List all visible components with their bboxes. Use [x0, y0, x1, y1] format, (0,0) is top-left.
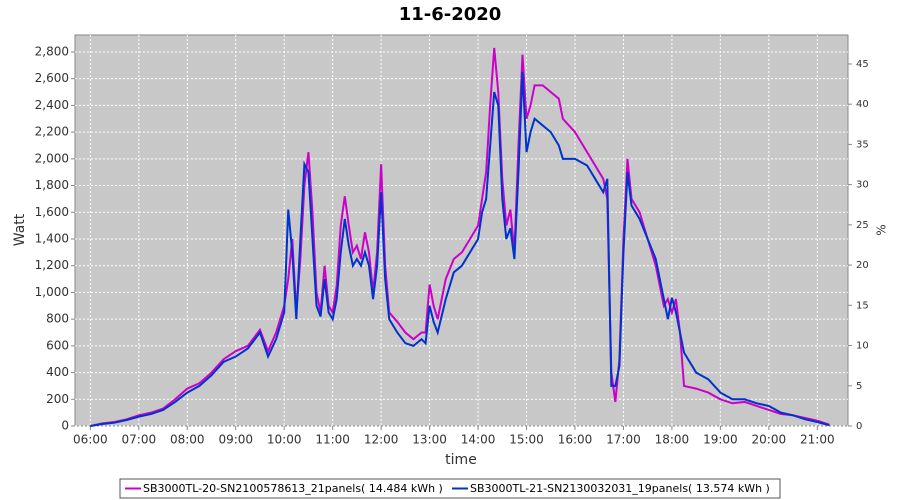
y-axis-label: Watt: [12, 213, 28, 246]
x-axis-label: time: [445, 452, 477, 468]
y-tick-label: 200: [46, 392, 69, 406]
legend-label: SB3000TL-21-SN2130032031_19panels( 13.57…: [470, 482, 770, 495]
x-tick-label: 06:00: [73, 433, 108, 447]
chart-title: 11-6-2020: [399, 4, 502, 25]
y-tick-label: 800: [46, 312, 69, 326]
x-tick-label: 13:00: [412, 433, 447, 447]
x-tick-label: 07:00: [122, 433, 157, 447]
x-tick-label: 16:00: [558, 433, 593, 447]
x-tick-label: 11:00: [315, 433, 350, 447]
y-tick-label: 2,200: [35, 125, 69, 139]
x-tick-label: 14:00: [461, 433, 496, 447]
x-tick-label: 09:00: [218, 433, 253, 447]
y2-tick-label: 45: [856, 59, 869, 70]
y-tick-label: 1,200: [35, 258, 69, 272]
series-line: [90, 47, 830, 427]
y-tick-label: 1,400: [35, 231, 69, 245]
x-tick-label: 19:00: [703, 433, 738, 447]
y-tick-label: 2,400: [35, 98, 69, 112]
y2-tick-label: 0: [856, 421, 862, 432]
y2-tick-label: 35: [856, 139, 869, 150]
series-line: [90, 71, 830, 427]
y2-tick-label: 25: [856, 220, 869, 231]
y2-tick-label: 30: [856, 180, 869, 191]
y2-tick-label: 20: [856, 260, 869, 271]
legend: [119, 478, 781, 499]
plot-area: [74, 34, 849, 427]
y-tick-label: 0: [61, 419, 69, 433]
x-tick-label: 10:00: [267, 433, 302, 447]
x-tick-label: 12:00: [364, 433, 399, 447]
y-tick-label: 600: [46, 338, 69, 352]
x-tick-label: 21:00: [800, 433, 835, 447]
y2-tick-label: 5: [856, 381, 862, 392]
y-tick-label: 2,000: [35, 151, 69, 165]
y-tick-label: 400: [46, 365, 69, 379]
x-tick-label: 15:00: [509, 433, 544, 447]
y-tick-label: 2,600: [35, 71, 69, 85]
y2-tick-label: 40: [856, 99, 869, 110]
x-tick-label: 18:00: [655, 433, 690, 447]
y-tick-label: 1,800: [35, 178, 69, 192]
y2-tick-label: 15: [856, 300, 869, 311]
x-tick-label: 20:00: [752, 433, 787, 447]
x-tick-label: 08:00: [170, 433, 205, 447]
y-tick-label: 1,000: [35, 285, 69, 299]
legend-label: SB3000TL-20-SN2100578613_21panels( 14.48…: [143, 482, 443, 495]
y2-tick-label: 10: [856, 341, 869, 352]
y2-axis-label: %: [875, 224, 889, 235]
x-tick-label: 17:00: [606, 433, 641, 447]
y-tick-label: 2,800: [35, 44, 69, 58]
y-tick-label: 1,600: [35, 205, 69, 219]
